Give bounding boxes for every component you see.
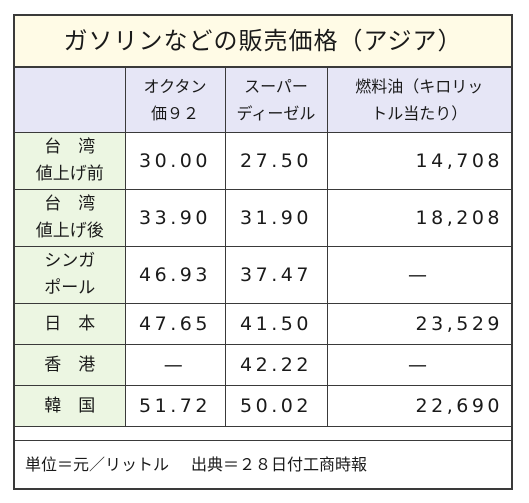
table-row: 韓 国 51.72 50.02 22,690 [15,385,511,427]
row-label-line1: 日 本 [44,313,96,334]
table-row: 台 湾 値上げ後 33.90 31.90 18,208 [15,189,511,247]
header-octane-line1: オクタン [143,77,207,96]
fuel-oil-price: — [326,246,511,304]
row-label: 香 港 [15,344,126,386]
footnote: 単位＝元／リットル 出典＝２８日付工商時報 [15,440,511,490]
row-label-line1: 台 湾 [44,194,96,214]
header-fuel-oil-line2: トル当たり） [371,104,468,123]
diesel-price: 42.22 [224,344,328,386]
fuel-oil-price: 23,529 [326,303,511,345]
octane-price: 51.72 [124,385,226,427]
table-row: 台 湾 値上げ前 30.00 27.50 14,708 [15,132,511,190]
row-label: 韓 国 [15,385,126,427]
row-label: 台 湾 値上げ後 [15,189,126,247]
header-octane: オクタン 価９２ [124,68,226,133]
octane-price: 46.93 [124,246,226,304]
table-row: 香 港 — 42.22 — [15,344,511,386]
row-label-line1: 韓 国 [44,395,96,416]
header-octane-line2: 価９２ [150,104,199,123]
row-label: 台 湾 値上げ前 [15,132,126,190]
header-diesel: スーパー ディーゼル [224,68,328,133]
fuel-oil-price: 18,208 [326,189,511,247]
table-row: シンガ ポール 46.93 37.47 — [15,246,511,304]
corner-cell [15,68,126,133]
diesel-price: 50.02 [224,385,328,427]
row-label-line1: 香 港 [44,354,96,375]
header-fuel-oil-line1: 燃料油（キロリッ [355,77,484,96]
row-label-line2: 値上げ後 [35,221,104,241]
row-label: 日 本 [15,303,126,345]
row-label-line1: 台 湾 [44,137,96,157]
fuel-oil-price: — [326,344,511,386]
diesel-price: 27.50 [224,132,328,190]
octane-price: 30.00 [124,132,226,190]
diesel-price: 31.90 [224,189,328,247]
diesel-price: 37.47 [224,246,328,304]
row-label-line2: ポール [44,278,96,298]
header-fuel-oil: 燃料油（キロリッ トル当たり） [326,68,511,133]
header-row: オクタン 価９２ スーパー ディーゼル 燃料油（キロリッ トル当たり） [15,68,511,133]
row-label-line1: シンガ [44,251,96,271]
table-title: ガソリンなどの販売価格（アジア） [15,16,511,68]
fuel-oil-price: 22,690 [326,385,511,427]
header-diesel-line2: ディーゼル [236,104,316,123]
source-note: 出典＝２８日付工商時報 [191,455,368,474]
row-label: シンガ ポール [15,246,126,304]
table-row: 日 本 47.65 41.50 23,529 [15,303,511,345]
price-table-panel: ガソリンなどの販売価格（アジア） オクタン 価９２ スーパー ディーゼル 燃料油… [13,14,513,490]
octane-price: 33.90 [124,189,226,247]
price-table: オクタン 価９２ スーパー ディーゼル 燃料油（キロリッ トル当たり） 台 湾 … [15,68,511,427]
octane-price: — [124,344,226,386]
header-diesel-line1: スーパー [244,77,308,96]
fuel-oil-price: 14,708 [326,132,511,190]
octane-price: 47.65 [124,303,226,345]
unit-note: 単位＝元／リットル [25,455,170,474]
diesel-price: 41.50 [224,303,328,345]
row-label-line2: 値上げ前 [35,164,104,184]
